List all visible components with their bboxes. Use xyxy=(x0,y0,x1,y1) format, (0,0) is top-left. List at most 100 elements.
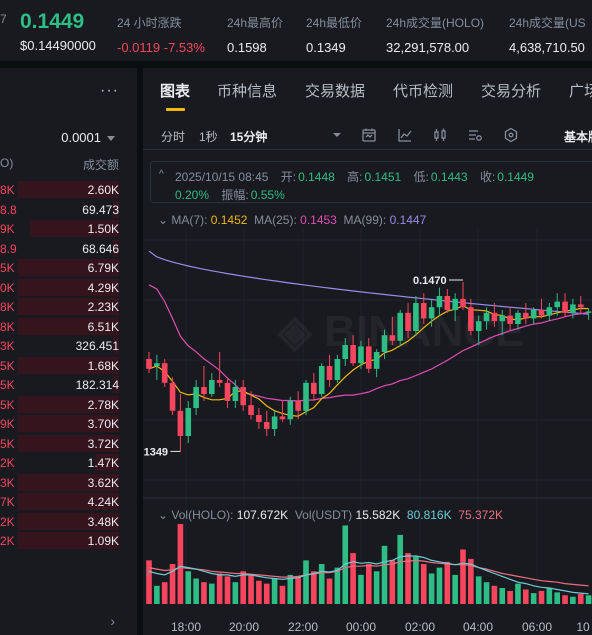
chevron-down-icon[interactable]: ⌄ xyxy=(158,508,169,522)
interval-1s[interactable]: 1秒 xyxy=(199,130,218,144)
candle-body xyxy=(570,304,576,313)
orderbook-row[interactable]: 2K 3.48K xyxy=(0,512,137,532)
orderbook-row[interactable]: 2K 1.09K xyxy=(0,531,137,551)
volume-bar xyxy=(523,589,529,604)
amplitude-label: 振幅: xyxy=(221,188,249,202)
candle-info-line2: 0.20% 振幅: 0.55% xyxy=(175,186,294,203)
candle-body xyxy=(428,307,435,319)
line-chart-icon[interactable] xyxy=(397,127,413,143)
candlestick-chart[interactable]: ◈ BINANCE0.14700.1349›18:0020:0022:0000:… xyxy=(143,68,592,635)
candle-body xyxy=(146,359,152,369)
volume-bar xyxy=(507,590,513,604)
orderbook-row[interactable]: 5K 6.79K xyxy=(0,258,137,278)
orderbook-row[interactable]: 5K 3.72K xyxy=(0,434,137,454)
volume-bar xyxy=(546,588,553,604)
calendar-indicator-icon[interactable] xyxy=(361,127,377,143)
candle-body xyxy=(201,387,207,394)
volume-bar xyxy=(530,593,537,604)
chevron-up-icon[interactable]: ^ xyxy=(159,169,164,180)
vol-holo-value: 107.672K xyxy=(236,508,289,522)
ellipsis-icon[interactable]: ··· xyxy=(100,82,119,99)
orderbook-price: 8.9 xyxy=(0,241,17,256)
orderbook-row[interactable]: 3K 3.62K xyxy=(0,473,137,493)
ma7-value: 0.1452 xyxy=(210,213,248,227)
depth-bar xyxy=(17,415,119,432)
orderbook-row[interactable]: 2K 1.47K xyxy=(0,453,137,473)
time-axis-label: 20:00 xyxy=(229,620,259,634)
ma99-label: MA(99): xyxy=(343,213,387,227)
close-value: 0.1449 xyxy=(497,170,534,184)
orderbook-row[interactable]: 8K 2.60K xyxy=(0,180,137,200)
candle-body xyxy=(468,307,474,331)
orderbook-price: 9K xyxy=(0,222,15,236)
precision-select[interactable]: 0.0001 xyxy=(61,130,115,145)
orderbook-row[interactable]: 8K 2.23K xyxy=(0,297,137,317)
tab-trade-analysis[interactable]: 交易分析 xyxy=(481,83,542,100)
tab-token-check[interactable]: 代币检测 xyxy=(393,83,454,100)
orderbook-price: 5K xyxy=(0,436,15,451)
time-axis-label: 06:00 xyxy=(522,620,552,634)
orderbook-row[interactable]: 7K 4.24K xyxy=(0,492,137,512)
volume-bar xyxy=(585,595,592,604)
depth-bar xyxy=(95,454,119,471)
dropdown-caret-icon[interactable] xyxy=(329,127,345,143)
depth-bar xyxy=(17,434,119,452)
interval-15m[interactable]: 15分钟 xyxy=(230,130,268,144)
volume-bar xyxy=(193,578,199,604)
volume-bar xyxy=(334,567,341,604)
candle-body xyxy=(546,307,553,316)
volume-bar xyxy=(460,549,466,604)
view-mode-basic[interactable]: 基本版 xyxy=(564,130,592,144)
tab-square[interactable]: 广场 xyxy=(569,83,592,100)
active-tab-indicator xyxy=(166,108,185,111)
orderbook-row[interactable]: 5K 182.314 xyxy=(0,375,137,395)
candle-body xyxy=(436,296,443,308)
candle-style-icon[interactable] xyxy=(432,127,448,143)
orderbook-row[interactable]: 5K 2.78K xyxy=(0,395,137,415)
volume-bar xyxy=(570,596,576,604)
orderbook-turnover: 1.47K xyxy=(87,456,119,470)
settings-list-icon[interactable] xyxy=(467,127,483,143)
volume-bar xyxy=(303,560,309,604)
volume-bar xyxy=(271,578,278,604)
tab-chart[interactable]: 图表 xyxy=(160,83,191,100)
candle-body xyxy=(318,366,325,394)
orderbook-row[interactable]: 9K 1.50K xyxy=(0,219,137,239)
orderbook-turnover: 3.48K xyxy=(87,514,119,529)
tab-trade-data[interactable]: 交易数据 xyxy=(305,83,366,100)
hexagon-icon[interactable] xyxy=(503,127,519,143)
chevron-right-icon[interactable]: › xyxy=(110,613,115,629)
depth-bar xyxy=(17,278,119,296)
tab-coin-info[interactable]: 币种信息 xyxy=(217,83,278,100)
orderbook-row[interactable]: 5K 1.68K xyxy=(0,356,137,376)
orderbook-turnover: 68.646 xyxy=(82,241,119,256)
chevron-right-icon[interactable]: › xyxy=(146,565,150,579)
candle-body xyxy=(271,416,278,429)
candle-body xyxy=(554,301,560,308)
candle-body xyxy=(216,380,223,383)
candle-body xyxy=(507,315,513,324)
candle-body xyxy=(397,312,403,341)
orderbook-row[interactable]: 8.8 69.473 xyxy=(0,200,137,220)
depth-bar xyxy=(113,200,119,218)
chevron-down-icon[interactable]: ⌄ xyxy=(158,213,169,227)
orderbook-row[interactable]: 3K 326.451 xyxy=(0,336,137,356)
orderbook-row[interactable]: 9K 3.70K xyxy=(0,414,137,434)
volume-bar xyxy=(491,585,498,604)
depth-bar xyxy=(17,473,119,491)
orderbook-row[interactable]: 8K 6.51K xyxy=(0,317,137,337)
high-label: 高: xyxy=(347,170,363,184)
candle-body xyxy=(405,312,411,331)
chart-toolbar: 分时 1秒 15分钟 基本版 xyxy=(143,120,592,150)
orderbook-price: 5K xyxy=(0,261,15,275)
depth-bar xyxy=(29,220,119,237)
orderbook-row[interactable]: 0K 4.29K xyxy=(0,278,137,298)
order-book-panel: ··· 0.0001 O) 成交额 8K 2.60K 8.8 69.473 9K 1.50… xyxy=(0,68,137,635)
volume-bar xyxy=(475,576,482,604)
orderbook-row[interactable]: 8.9 68.646 xyxy=(0,239,137,259)
volume-bar xyxy=(538,590,545,604)
stat-24h-change: 24 小时涨跌 -0.0119 -7.53% xyxy=(117,14,205,55)
interval-timeline[interactable]: 分时 xyxy=(161,130,186,144)
volume-bar xyxy=(381,545,388,604)
candle-info-line1: 2025/10/15 08:45 开: 0.1448 高: 0.1451 低: 0.1… xyxy=(175,168,543,185)
